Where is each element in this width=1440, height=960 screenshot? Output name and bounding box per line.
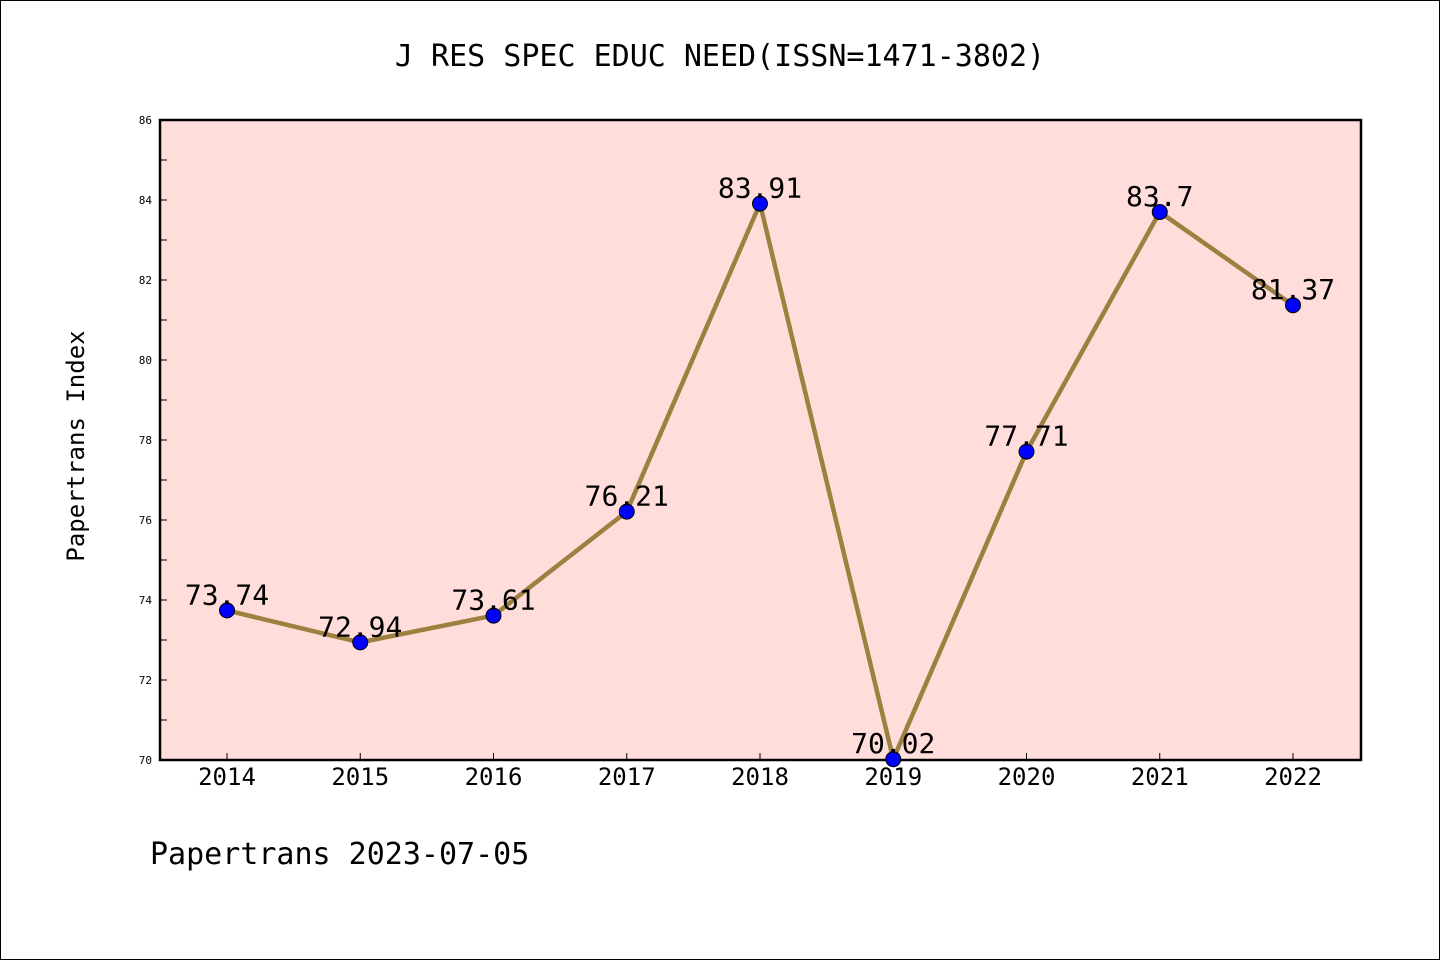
- series-line: [219, 195, 1301, 768]
- x-tick-label: 2016: [465, 763, 523, 791]
- data-label: 70.02: [851, 727, 935, 760]
- x-tick-label: 2021: [1131, 763, 1189, 791]
- y-tick-label: 76: [139, 514, 152, 527]
- data-label: 83.91: [718, 172, 802, 205]
- data-labels: 73.74 72.94 73.61 76.21 83.91 70.02 77.71 83.7 8…: [185, 172, 1335, 761]
- y-axis-label: Papertrans Index: [62, 330, 90, 561]
- chart-title: J RES SPEC EDUC NEED(ISSN=1471-3802): [395, 39, 1045, 74]
- y-axis: 70 72 74 76 78 80 82 84 86: [139, 114, 167, 767]
- x-tick-label: 2019: [864, 763, 922, 791]
- y-tick-label: 74: [139, 594, 153, 607]
- y-tick-label: 80: [139, 354, 152, 367]
- y-tick-label: 84: [139, 194, 153, 207]
- data-point: [618, 503, 635, 520]
- y-tick-label: 82: [139, 274, 152, 287]
- data-point: [1018, 443, 1035, 460]
- x-tick-label: 2017: [598, 763, 656, 791]
- data-label: 73.61: [451, 584, 535, 617]
- data-label: 76.21: [585, 480, 669, 513]
- data-point: [752, 195, 768, 212]
- data-point: [1151, 204, 1168, 220]
- y-tick-label: 78: [139, 434, 152, 447]
- x-tick-label: 2014: [198, 763, 256, 791]
- data-point: [352, 634, 369, 651]
- data-label: 81.37: [1251, 273, 1335, 306]
- data-point: [1285, 297, 1301, 314]
- x-tick-label: 2022: [1264, 763, 1322, 791]
- data-label: 83.7: [1126, 180, 1193, 213]
- x-tick-label: 2018: [731, 763, 789, 791]
- data-label: 72.94: [318, 610, 402, 643]
- data-label: 73.74: [185, 578, 269, 611]
- plot-area: [158, 118, 1363, 762]
- data-point: [885, 751, 902, 768]
- data-label: 77.71: [984, 420, 1068, 453]
- x-tick-label: 2020: [998, 763, 1056, 791]
- x-tick-label: 2015: [331, 763, 389, 791]
- data-point: [219, 602, 235, 619]
- y-tick-label: 72: [139, 674, 152, 687]
- footer-text: Papertrans 2023-07-05: [150, 837, 529, 872]
- y-tick-label: 86: [139, 114, 152, 127]
- data-point: [485, 607, 502, 624]
- y-tick-label: 70: [139, 754, 152, 767]
- x-axis: 2014 2015 2016 2017 2018 2019 2020 2021 2022: [198, 753, 1322, 791]
